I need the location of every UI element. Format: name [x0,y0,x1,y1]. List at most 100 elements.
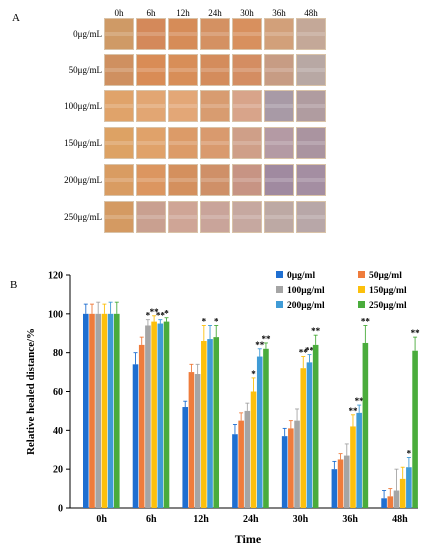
y-axis-title: Relative healed distance/% [25,328,37,455]
bar-6h-1 [138,344,145,508]
significance-marker: ** [361,316,371,326]
col-label-24h: 24h [208,8,222,18]
bar-12h-1 [188,372,195,508]
bar-12h-2 [194,374,201,508]
well-image-4-30h [232,164,262,196]
well-image-4-12h [168,164,198,196]
bar-24h-1 [238,420,244,508]
x-tick-label: 30h [293,514,309,525]
well-image-1-0h [104,54,134,86]
y-tick-label: 120 [48,271,63,282]
well-image-2-12h [168,90,198,122]
significance-marker: * [251,369,256,379]
y-tick-label: 60 [53,387,63,398]
bar-6h-4 [157,323,164,508]
well-image-1-36h [264,54,294,86]
bar-48h-0 [381,498,387,508]
bar-36h-0 [331,469,338,508]
significance-marker: ** [305,346,315,356]
y-tick-label: 100 [48,309,63,320]
well-image-2-30h [232,90,262,122]
significance-marker: * [407,449,412,459]
well-image-3-24h [200,127,230,159]
well-image-5-24h [200,201,230,233]
bar-36h-4 [356,412,362,508]
bar-30h-2 [294,420,300,508]
well-image-3-48h [296,127,326,159]
well-image-5-6h [136,201,166,233]
well-image-5-0h [104,201,134,233]
legend-label-5: 250μg/ml [369,301,407,311]
bar-6h-0 [132,364,139,508]
significance-marker: * [202,316,207,326]
col-label-12h: 12h [176,8,190,18]
well-image-1-48h [296,54,326,86]
significance-marker: * [146,311,151,321]
x-tick-label: 0h [96,514,107,525]
significance-marker: ** [261,334,271,344]
y-tick-label: 20 [53,465,63,476]
bar-6h-2 [145,325,151,508]
legend-label-0: 0μg/ml [287,271,315,281]
row-label-3: 150μg/mL [64,138,102,148]
legend-label-4: 200μg/ml [287,301,325,311]
well-image-3-36h [264,127,294,159]
y-tick-label: 40 [53,426,63,437]
row-label-2: 100μg/mL [64,101,102,111]
row-label-5: 250μg/mL [64,212,102,222]
bar-12h-3 [201,341,207,508]
well-image-0-30h [232,18,262,50]
well-image-2-48h [296,90,326,122]
col-label-48h: 48h [304,8,318,18]
legend-label-1: 50μg/ml [369,271,402,281]
legend-swatch-1 [358,271,365,278]
bar-48h-1 [387,496,394,508]
well-image-3-6h [136,127,166,159]
well-image-0-48h [296,18,326,50]
well-image-2-36h [264,90,294,122]
bar-6h-5 [163,321,170,508]
bar-30h-3 [300,368,307,508]
bar-30h-5 [312,344,319,508]
significance-marker: ** [299,348,309,358]
bar-48h-3 [399,478,406,508]
x-tick-label: 12h [193,514,209,525]
bar-24h-4 [256,356,263,508]
bar-0h-0 [83,313,89,508]
bar-24h-3 [250,391,257,508]
bar-12h-4 [207,339,213,508]
y-tick-label: 0 [58,504,63,515]
legend-swatch-2 [276,286,283,293]
well-image-0-24h [200,18,230,50]
significance-marker: ** [255,340,265,350]
bar-24h-5 [263,348,269,508]
well-image-4-36h [264,164,294,196]
well-image-1-6h [136,54,166,86]
row-label-1: 50μg/mL [68,65,102,75]
bar-0h-5 [114,313,120,508]
row-label-4: 200μg/mL [64,175,102,185]
significance-marker: ** [156,311,166,321]
bar-0h-1 [89,313,95,508]
bar-6h-3 [151,321,157,508]
x-axis-title: Time [235,532,262,546]
well-image-2-6h [136,90,166,122]
well-image-1-12h [168,54,198,86]
bar-12h-5 [213,337,220,508]
legend-label-3: 150μg/ml [369,286,407,296]
well-image-4-24h [200,164,230,196]
bar-0h-4 [107,313,114,508]
legend-swatch-3 [358,286,365,293]
well-image-4-6h [136,164,166,196]
significance-marker: * [214,316,219,326]
col-label-30h: 30h [240,8,254,18]
bar-0h-3 [101,313,108,508]
x-tick-label: 6h [146,514,157,525]
bar-30h-0 [281,436,288,508]
legend-label-2: 100μg/ml [287,286,325,296]
bar-36h-1 [337,459,344,508]
y-tick-label: 80 [53,348,63,359]
col-label-0h: 0h [114,8,124,18]
well-image-3-12h [168,127,198,159]
